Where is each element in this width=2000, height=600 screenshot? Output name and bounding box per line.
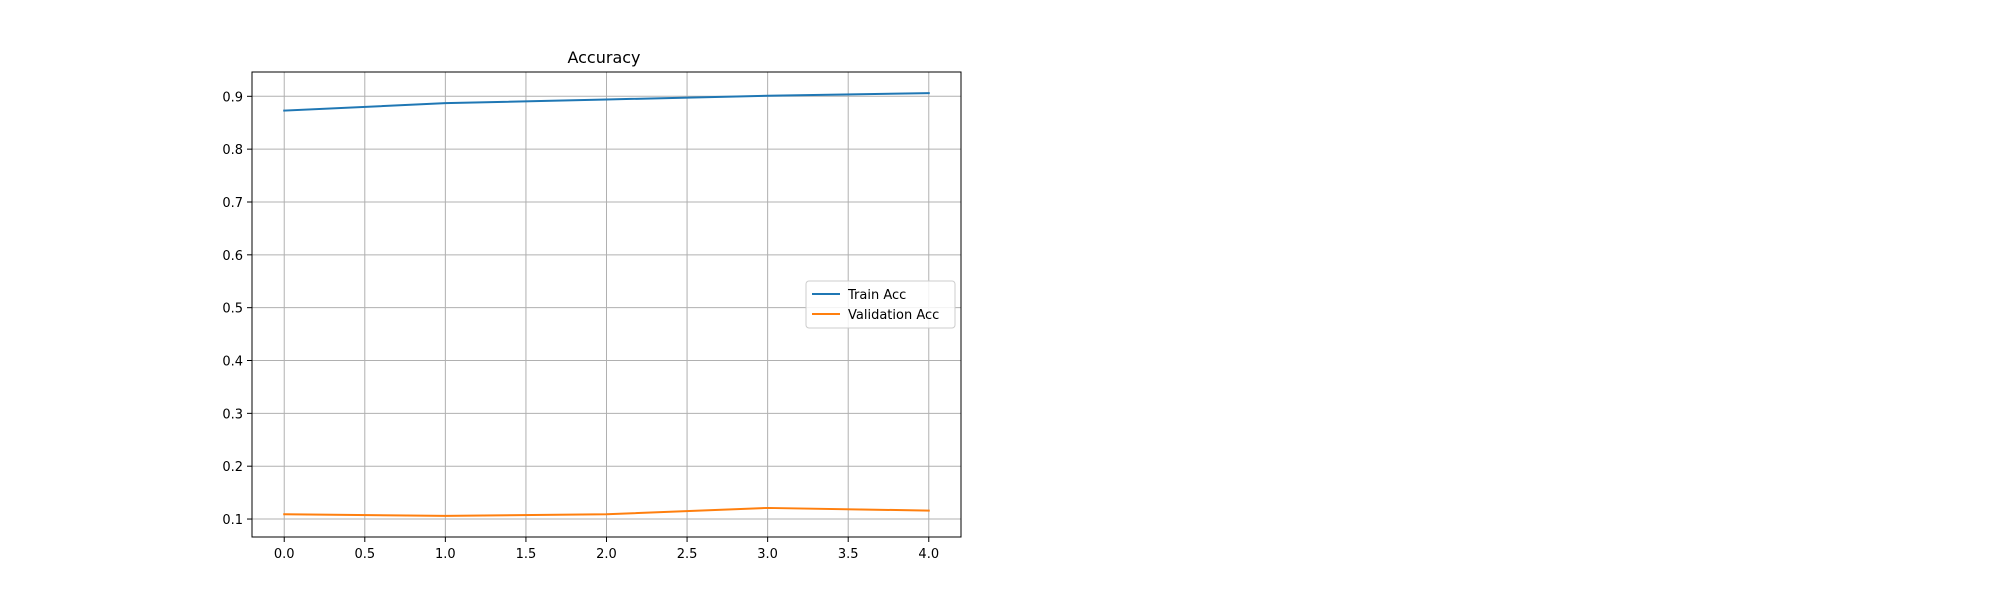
y-tick-label: 0.3 [222, 407, 243, 422]
x-tick-label: 2.0 [596, 547, 617, 562]
y-tick-label: 0.6 [222, 249, 243, 264]
x-tick-label: 0.0 [274, 547, 295, 562]
x-tick-label: 3.0 [757, 547, 778, 562]
series-line-train-acc [283, 92, 930, 112]
x-tick-label: 0.5 [354, 547, 375, 562]
y-tick-label: 0.7 [222, 196, 243, 211]
x-tick-label: 2.5 [677, 547, 698, 562]
y-tick-label: 0.8 [222, 143, 243, 158]
legend-label-train-acc: Train Acc [847, 288, 906, 303]
x-tick-label: 3.5 [838, 547, 859, 562]
x-tick-label: 1.0 [435, 547, 456, 562]
series-lines [283, 92, 930, 517]
y-tick-label: 0.5 [222, 302, 243, 317]
y-tick-label: 0.9 [222, 90, 243, 105]
y-tick-label: 0.1 [222, 513, 243, 528]
x-axis-ticks: 0.0 0.5 1.0 1.5 2.0 2.5 3.0 3.5 4.0 [274, 537, 939, 562]
x-tick-label: 4.0 [918, 547, 939, 562]
legend: Train Acc Validation Acc [805, 280, 956, 329]
legend-box [805, 280, 956, 329]
legend-label-validation-acc: Validation Acc [848, 308, 939, 323]
x-tick-label: 1.5 [516, 547, 537, 562]
plot-area-frame [251, 71, 962, 538]
y-tick-label: 0.2 [222, 460, 243, 475]
chart-title: Accuracy [567, 48, 640, 67]
y-axis-ticks: 0.1 0.2 0.3 0.4 0.5 0.6 0.7 0.8 0.9 [222, 90, 252, 528]
y-tick-label: 0.4 [222, 355, 243, 370]
series-line-validation-acc [283, 506, 930, 517]
